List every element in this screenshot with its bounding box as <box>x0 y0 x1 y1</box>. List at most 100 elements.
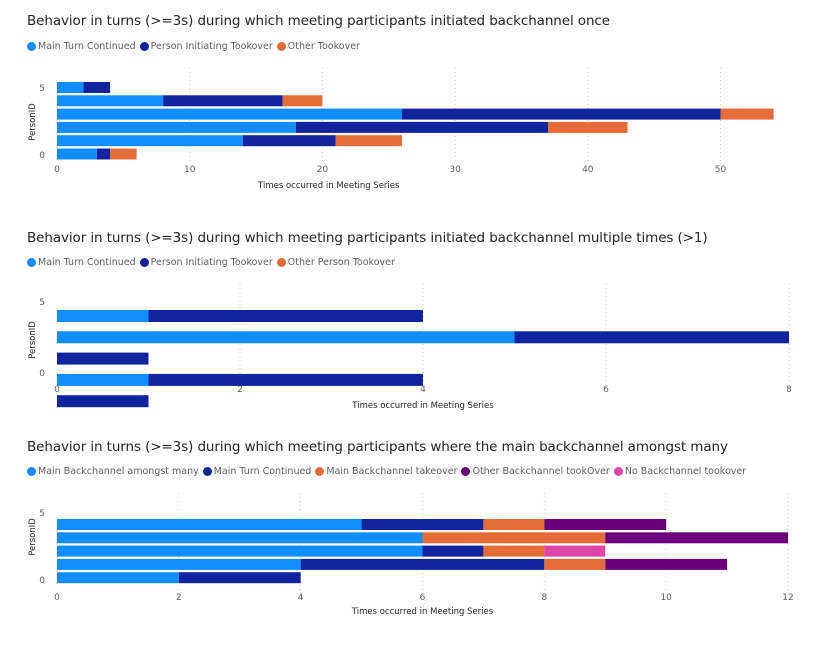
x-tick-label: 30 <box>449 165 461 175</box>
legend-dot-icon <box>27 42 36 51</box>
legend-label: Person Initiating Tookover <box>150 41 273 52</box>
bar-segment <box>148 310 423 322</box>
bar-segment <box>422 545 484 557</box>
x-tick-label: 2 <box>176 593 182 603</box>
x-tick-label: 0 <box>54 165 60 175</box>
bar-segment <box>422 532 606 544</box>
bar-segment <box>83 82 111 93</box>
bar-segment <box>57 558 301 570</box>
x-tick-label: 2 <box>237 385 243 395</box>
bar-segment <box>282 95 323 107</box>
legend-label: Main Turn Continued <box>38 41 136 52</box>
legend-dot-icon <box>276 42 286 51</box>
y-tick-label: 5 <box>39 298 45 308</box>
bar-segment <box>57 395 149 408</box>
legend-label: Other Backchannel tookOver <box>472 466 610 477</box>
x-tick-label: 4 <box>298 593 304 603</box>
bar-segment <box>57 532 423 544</box>
y-tick-label: 0 <box>39 576 45 586</box>
legend-item[interactable]: Person Initiating Tookover <box>139 257 273 268</box>
legend-dot-icon <box>202 467 212 476</box>
x-tick-label: 20 <box>317 165 329 175</box>
legend-dot-icon <box>613 467 623 476</box>
chart-legend: Main Turn Continued Person Initiating Too… <box>27 41 364 52</box>
bar-segment <box>57 545 423 557</box>
y-tick-label: 0 <box>39 369 45 379</box>
legend-dot-icon <box>27 258 36 267</box>
legend-item[interactable]: Main Turn Continued <box>202 466 311 477</box>
x-tick-label: 40 <box>582 165 594 175</box>
bar-segment <box>402 108 721 120</box>
bar-segment <box>483 519 545 530</box>
bar-segment <box>544 519 667 530</box>
legend-dot-icon <box>139 258 149 267</box>
legend-label: Other Person Tookover <box>287 257 395 268</box>
x-tick-label: 0 <box>54 385 60 395</box>
x-tick-label: 10 <box>660 593 672 603</box>
y-axis-label: PersonID <box>28 103 38 141</box>
bar-segment <box>57 121 296 133</box>
y-tick-label: 5 <box>39 509 45 519</box>
x-tick-label: 8 <box>786 385 792 395</box>
bar-segment <box>514 331 789 344</box>
legend-item[interactable]: Main Backchannel takeover <box>315 466 457 477</box>
bar-segment <box>57 373 149 386</box>
bar-segment <box>300 558 545 570</box>
x-tick-label: 4 <box>420 385 426 395</box>
legend-item[interactable]: Other Tookover <box>276 41 360 52</box>
chart-title: Behavior in turns (>=3s) during which me… <box>27 13 610 29</box>
legend-label: Main Backchannel amongst many <box>38 466 199 477</box>
bar-segment <box>57 352 149 365</box>
legend-label: Person Initiating Tookover <box>150 257 273 268</box>
bar-segment <box>57 148 97 160</box>
x-tick-label: 50 <box>715 165 727 175</box>
bar-segment <box>110 148 137 160</box>
bar-segment <box>57 519 362 530</box>
x-tick-label: 12 <box>782 593 793 603</box>
legend-item[interactable]: No Backchannel tookover <box>613 466 747 477</box>
legend-item[interactable]: Other Person Tookover <box>276 257 395 268</box>
legend-label: No Backchannel tookover <box>624 466 747 477</box>
x-axis-label: Times occurred in Meeting Series <box>351 607 494 617</box>
bar-segment <box>242 135 336 147</box>
chart-title: Behavior in turns (>=3s) during which me… <box>27 439 728 455</box>
x-tick-label: 10 <box>184 165 196 175</box>
chart-title: Behavior in turns (>=3s) during which me… <box>27 230 708 246</box>
legend-dot-icon <box>315 467 325 476</box>
bar-segment <box>544 558 606 570</box>
bar-segment <box>335 135 403 147</box>
legend-item[interactable]: Main Turn Continued <box>27 41 136 52</box>
x-axis-label: Times occurred in Meeting Series <box>351 401 494 411</box>
x-tick-label: 0 <box>54 593 60 603</box>
bar-segment <box>544 545 606 557</box>
legend-item[interactable]: Main Backchannel amongst many <box>27 466 199 477</box>
x-tick-label: 8 <box>541 593 547 603</box>
x-axis-label: Times occurred in Meeting Series <box>257 181 400 191</box>
legend-item[interactable]: Other Backchannel tookOver <box>461 466 610 477</box>
legend-dot-icon <box>139 42 149 51</box>
chart-legend: Main Turn Continued Person Initiating Too… <box>27 257 399 268</box>
bar-segment <box>96 148 111 160</box>
legend-item[interactable]: Person Initiating Tookover <box>139 41 273 52</box>
bar-segment <box>605 532 788 544</box>
x-tick-label: 6 <box>420 593 426 603</box>
bar-segment <box>57 108 403 120</box>
x-tick-label: 6 <box>603 385 609 395</box>
bar-segment <box>57 95 164 107</box>
chart-legend: Main Backchannel amongst many Main Turn C… <box>27 466 750 477</box>
bar-segment <box>57 135 243 147</box>
bar-segment <box>163 95 283 107</box>
bar-segment <box>361 519 484 530</box>
bar-segment <box>57 572 179 584</box>
legend-dot-icon <box>27 467 36 476</box>
legend-item[interactable]: Main Turn Continued <box>27 257 136 268</box>
legend-dot-icon <box>461 467 471 476</box>
legend-label: Other Tookover <box>287 41 360 52</box>
bar-segment <box>57 82 84 93</box>
y-tick-label: 0 <box>39 151 45 161</box>
bar-segment <box>295 121 548 133</box>
legend-dot-icon <box>276 258 286 267</box>
bar-segment <box>57 331 515 344</box>
y-axis-label: PersonID <box>28 518 38 556</box>
